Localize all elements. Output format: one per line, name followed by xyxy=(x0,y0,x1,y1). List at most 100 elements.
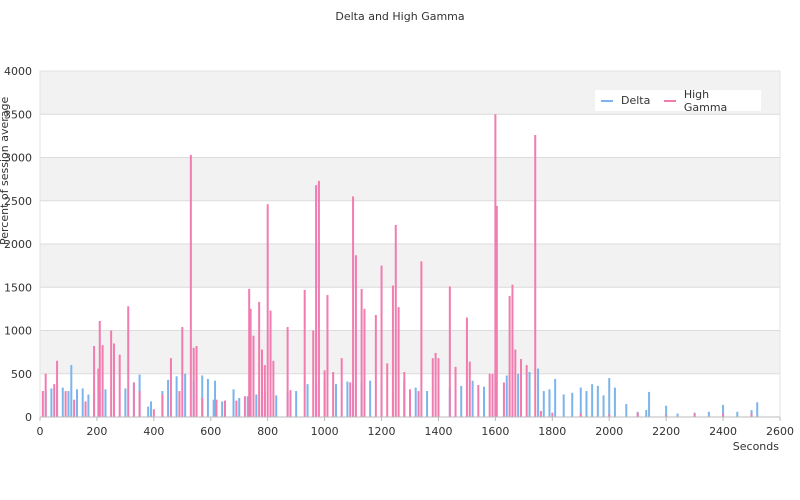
delta-bar xyxy=(722,404,725,417)
high-gamma-bar xyxy=(488,373,491,417)
delta-bar xyxy=(275,395,278,417)
high-gamma-bar xyxy=(340,358,343,417)
x-tick-label: 2200 xyxy=(652,425,680,438)
high-gamma-bar xyxy=(394,224,397,417)
legend-swatch-high-gamma xyxy=(664,99,676,102)
delta-bar xyxy=(585,391,588,417)
delta-bar xyxy=(255,394,258,417)
high-gamma-bar xyxy=(224,400,226,417)
high-gamma-bar xyxy=(511,284,514,417)
high-gamma-bar xyxy=(326,295,329,417)
legend-item-high-gamma[interactable]: High Gamma xyxy=(664,88,753,114)
high-gamma-bar xyxy=(417,391,420,417)
high-gamma-bar xyxy=(312,330,315,417)
high-gamma-bar xyxy=(491,373,494,417)
high-gamma-bar xyxy=(448,286,451,417)
high-gamma-bar xyxy=(161,394,164,417)
y-tick-label: 3000 xyxy=(4,152,32,165)
delta-bar xyxy=(67,391,70,417)
x-tick-label: 1400 xyxy=(424,425,452,438)
high-gamma-bar xyxy=(539,410,542,417)
delta-bar xyxy=(246,396,249,417)
high-gamma-bar xyxy=(235,400,238,417)
delta-bar xyxy=(562,394,565,417)
high-gamma-bar xyxy=(477,384,480,417)
high-gamma-bar xyxy=(189,154,192,417)
high-gamma-bar xyxy=(420,261,423,417)
x-tick-label: 0 xyxy=(37,425,44,438)
delta-bar xyxy=(81,388,84,417)
delta-bar xyxy=(414,387,417,417)
high-gamma-bar xyxy=(502,382,505,417)
chart-title: Delta and High Gamma xyxy=(335,10,465,23)
x-tick-label: 800 xyxy=(257,425,278,438)
high-gamma-bar xyxy=(152,409,155,417)
delta-bar xyxy=(346,381,349,417)
x-tick-label: 400 xyxy=(143,425,164,438)
high-gamma-bar xyxy=(289,390,292,417)
delta-bar xyxy=(596,385,599,417)
high-gamma-bar xyxy=(286,327,289,417)
delta-bar xyxy=(517,373,520,417)
high-gamma-bar xyxy=(434,352,437,417)
high-gamma-bar xyxy=(315,185,318,417)
delta-bar xyxy=(505,375,508,417)
legend-item-delta[interactable]: Delta xyxy=(601,94,650,107)
x-tick-label: 2400 xyxy=(709,425,737,438)
high-gamma-bar xyxy=(363,308,366,417)
high-gamma-bar xyxy=(195,346,198,417)
high-gamma-bar xyxy=(64,391,67,417)
delta-bar xyxy=(579,387,582,417)
delta-bar xyxy=(206,378,209,417)
delta-bar xyxy=(238,397,241,417)
high-gamma-bar xyxy=(215,399,218,417)
delta-bar xyxy=(460,385,463,417)
high-gamma-bar xyxy=(431,358,434,417)
delta-bar xyxy=(554,378,557,417)
delta-bar xyxy=(648,391,651,417)
delta-bar xyxy=(736,411,739,417)
delta-bar xyxy=(147,406,150,417)
delta-bar xyxy=(471,380,474,417)
delta-bar xyxy=(602,395,605,417)
x-tick-label: 200 xyxy=(86,425,107,438)
high-gamma-bar xyxy=(665,415,668,417)
high-gamma-bar xyxy=(73,399,76,417)
high-gamma-bar xyxy=(332,372,335,417)
high-gamma-bar xyxy=(636,412,639,417)
high-gamma-bar xyxy=(534,135,537,417)
high-gamma-bar xyxy=(525,365,528,417)
high-gamma-bar xyxy=(437,358,440,417)
legend: Delta High Gamma xyxy=(595,88,761,114)
delta-bar xyxy=(528,372,531,417)
delta-bar xyxy=(335,384,337,417)
high-gamma-bar xyxy=(403,372,406,417)
high-gamma-bar xyxy=(750,413,753,417)
high-gamma-bar xyxy=(243,396,246,417)
legend-swatch-delta xyxy=(601,99,613,102)
high-gamma-bar xyxy=(201,397,204,417)
delta-bar xyxy=(214,380,217,417)
legend-label-delta: Delta xyxy=(621,94,651,107)
high-gamma-bar xyxy=(354,255,357,417)
high-gamma-bar xyxy=(41,391,44,417)
delta-bar xyxy=(483,386,485,417)
x-tick-label: 600 xyxy=(200,425,221,438)
delta-bar xyxy=(175,376,178,417)
y-tick-label: 1000 xyxy=(4,325,32,338)
x-tick-label: 2000 xyxy=(595,425,623,438)
high-gamma-bar xyxy=(468,361,471,417)
high-gamma-bar xyxy=(409,389,411,417)
high-gamma-bar xyxy=(465,317,468,417)
high-gamma-bar xyxy=(693,413,696,417)
high-gamma-bar xyxy=(454,366,457,417)
delta-bar xyxy=(124,388,127,417)
delta-bar xyxy=(591,384,594,417)
high-gamma-bar xyxy=(178,391,181,417)
delta-bar xyxy=(232,389,235,417)
high-gamma-bar xyxy=(352,196,355,417)
grid-band xyxy=(40,330,780,374)
high-gamma-bar xyxy=(192,347,195,417)
